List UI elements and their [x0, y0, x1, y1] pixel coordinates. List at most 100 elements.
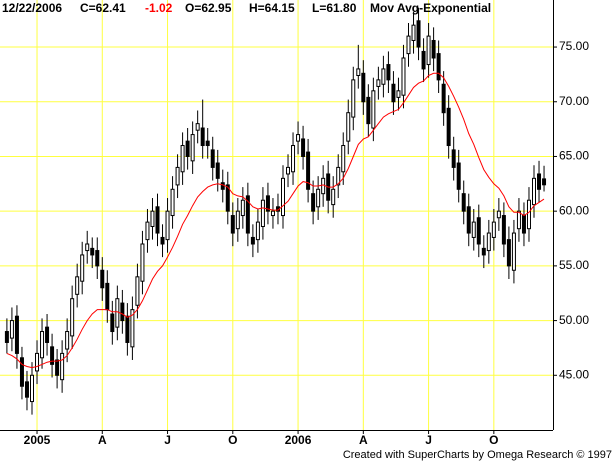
candle-body	[24, 381, 29, 398]
candle-body	[371, 90, 376, 129]
candle-body	[115, 298, 120, 328]
candle-body	[220, 182, 225, 190]
y-tick-label: 70.00	[559, 94, 589, 108]
candle-body	[190, 134, 195, 162]
candle-body	[245, 195, 250, 234]
candle-body	[135, 276, 140, 306]
candle-body	[341, 145, 346, 173]
candle-body	[45, 326, 50, 343]
candle-body	[526, 199, 531, 230]
candle-body	[160, 236, 165, 245]
candle-body	[150, 210, 155, 227]
candle-body	[65, 331, 70, 350]
candle-body	[40, 331, 45, 359]
candle-body	[476, 217, 481, 245]
candle-body	[170, 188, 175, 217]
candle-body	[491, 221, 496, 238]
candle-body	[195, 123, 200, 131]
header-item: Mov Avg-Exponential	[370, 1, 491, 15]
x-tick-label: A	[98, 433, 107, 447]
candle-body	[286, 166, 291, 175]
candle-body	[501, 215, 506, 245]
candle-body	[265, 195, 270, 212]
candle-body	[145, 221, 150, 241]
candle-body	[532, 177, 536, 206]
candle-body	[60, 352, 65, 381]
candle-body	[416, 20, 421, 48]
candle-body	[296, 134, 301, 142]
candle-body	[4, 331, 9, 343]
candle-body	[270, 210, 275, 217]
candle-body	[521, 215, 526, 234]
candle-body	[80, 254, 85, 282]
y-tick-label: 60.00	[559, 203, 589, 217]
candle-body	[496, 210, 501, 219]
candle-body	[155, 206, 160, 234]
candle-body	[336, 166, 341, 186]
candle-body	[466, 206, 471, 234]
y-tick-label: 75.00	[559, 39, 589, 53]
candle-body	[35, 352, 40, 372]
candle-body	[351, 79, 356, 118]
candle-body	[230, 215, 235, 234]
candle-body	[396, 90, 401, 98]
header-item: O=62.95	[185, 1, 232, 15]
candle-body	[506, 239, 511, 267]
candle-body	[281, 177, 285, 217]
candle-body	[240, 199, 245, 217]
candle-body	[537, 173, 542, 190]
candle-body	[120, 302, 125, 322]
candle-body	[511, 232, 516, 271]
candle-body	[125, 315, 130, 343]
x-tick-label: O	[489, 433, 498, 447]
candle-body	[381, 68, 386, 85]
candle-body	[105, 282, 110, 311]
candle-body	[481, 247, 486, 256]
candle-body	[391, 83, 396, 103]
candle-body	[316, 188, 321, 208]
y-tick-label: 65.00	[559, 149, 589, 163]
candle-body	[210, 149, 215, 168]
header-item: C=62.41	[80, 1, 126, 15]
moving-average-line	[6, 72, 545, 369]
candle-body	[225, 184, 230, 212]
candle-body	[250, 236, 255, 245]
x-tick-label: O	[228, 433, 237, 447]
candle-body	[110, 313, 115, 333]
candle-body	[165, 210, 170, 241]
candle-body	[461, 193, 466, 212]
candle-body	[175, 166, 180, 186]
y-tick-label: 55.00	[559, 258, 589, 272]
candle-body	[356, 68, 361, 76]
header-item: L=61.80	[312, 1, 357, 15]
candle-body	[95, 250, 100, 267]
candle-body	[516, 210, 521, 230]
credit: Created with SuperCharts by Omega Resear…	[343, 449, 612, 461]
candle-body	[401, 57, 406, 96]
candle-body	[386, 64, 391, 81]
candle-body	[100, 269, 105, 289]
x-tick-label: 2006	[285, 433, 312, 447]
candle-body	[9, 320, 14, 339]
header-item: -1.02	[145, 1, 173, 15]
candle-body	[366, 96, 371, 125]
candle-body	[486, 232, 491, 252]
candle-body	[180, 145, 185, 173]
candle-body	[471, 221, 476, 238]
candle-body	[140, 243, 145, 282]
candle-body	[19, 357, 24, 387]
candle-body	[75, 276, 80, 295]
candle-body	[255, 221, 260, 241]
candle-body	[321, 177, 326, 195]
candle-body	[451, 149, 456, 168]
header-item: H=64.15	[249, 1, 295, 15]
candle-body	[542, 178, 547, 186]
candle-body	[200, 127, 205, 147]
x-tick-label: J	[164, 433, 171, 447]
candle-body	[411, 24, 416, 41]
candle-body	[50, 346, 55, 365]
candle-body	[291, 145, 296, 173]
candle-body	[421, 50, 426, 70]
